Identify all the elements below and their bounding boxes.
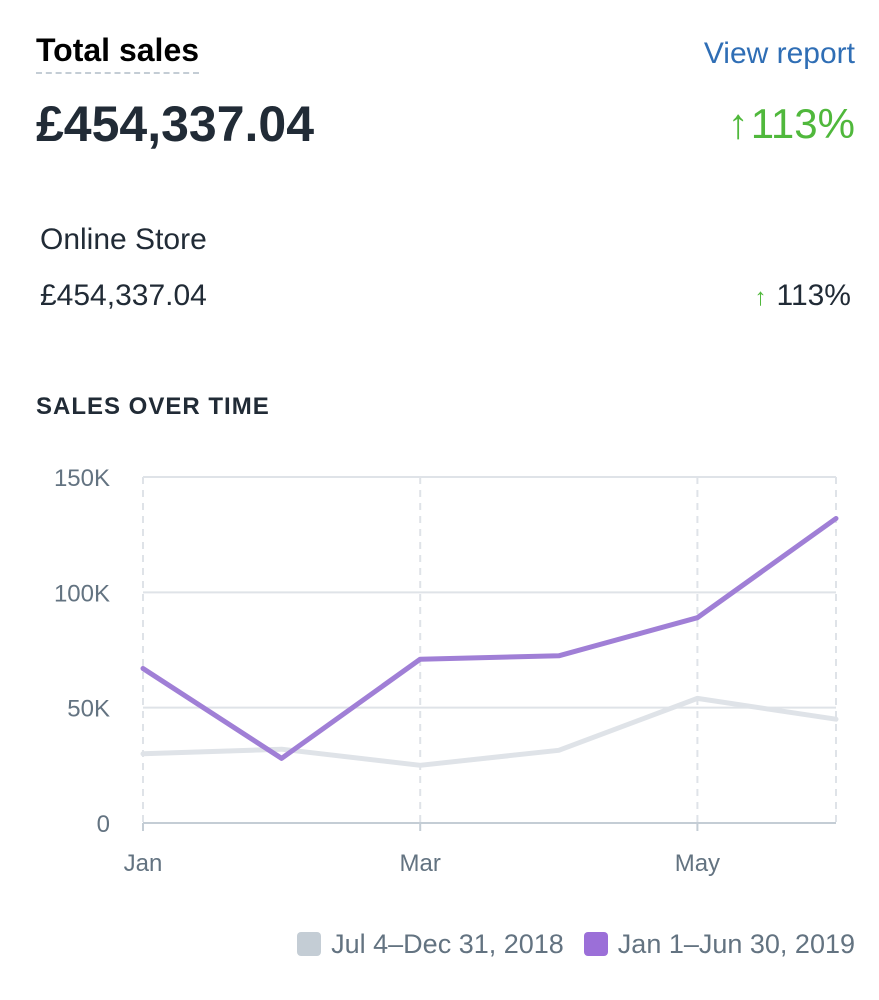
legend-item-current[interactable]: Jan 1–Jun 30, 2019 bbox=[583, 928, 855, 960]
legend-item-previous[interactable]: Jul 4–Dec 31, 2018 bbox=[297, 928, 564, 960]
series-line-current bbox=[140, 516, 839, 761]
y-tick-label: 50K bbox=[67, 696, 110, 723]
channel-change-percent: 113% bbox=[776, 279, 851, 312]
arrow-up-icon: ↑ bbox=[727, 100, 749, 147]
y-tick-label: 0 bbox=[97, 811, 110, 838]
chart-legend: Jul 4–Dec 31, 2018 Jan 1–Jun 30, 2019 bbox=[277, 928, 855, 960]
arrow-up-icon: ↑ bbox=[754, 284, 767, 311]
x-tick-label: May bbox=[675, 850, 720, 877]
legend-label-current: Jan 1–Jun 30, 2019 bbox=[617, 929, 855, 959]
legend-label-previous: Jul 4–Dec 31, 2018 bbox=[331, 929, 564, 959]
legend-swatch-previous bbox=[297, 932, 322, 956]
view-report-link[interactable]: View report bbox=[703, 37, 855, 70]
x-tick-label: Jan bbox=[124, 850, 163, 877]
total-sales-title[interactable]: Total sales bbox=[36, 30, 200, 74]
total-sales-value: £454,337.04 bbox=[36, 96, 315, 152]
series-line-previous bbox=[140, 695, 839, 768]
total-sales-change: ↑113% bbox=[728, 98, 855, 150]
channel-value: £454,337.04 bbox=[40, 279, 207, 312]
y-tick-label: 150K bbox=[54, 465, 110, 492]
channel-name: Online Store bbox=[40, 223, 207, 256]
sales-over-time-chart: 0 50K 100K 150K Jan Mar May bbox=[54, 465, 839, 877]
legend-swatch-current bbox=[583, 932, 608, 956]
y-tick-label: 100K bbox=[54, 580, 110, 607]
channel-change: ↑ 113% bbox=[754, 278, 851, 316]
chart-section-title: SALES OVER TIME bbox=[36, 393, 270, 420]
total-change-percent: 113% bbox=[750, 100, 855, 147]
x-tick-label: Mar bbox=[400, 850, 441, 877]
